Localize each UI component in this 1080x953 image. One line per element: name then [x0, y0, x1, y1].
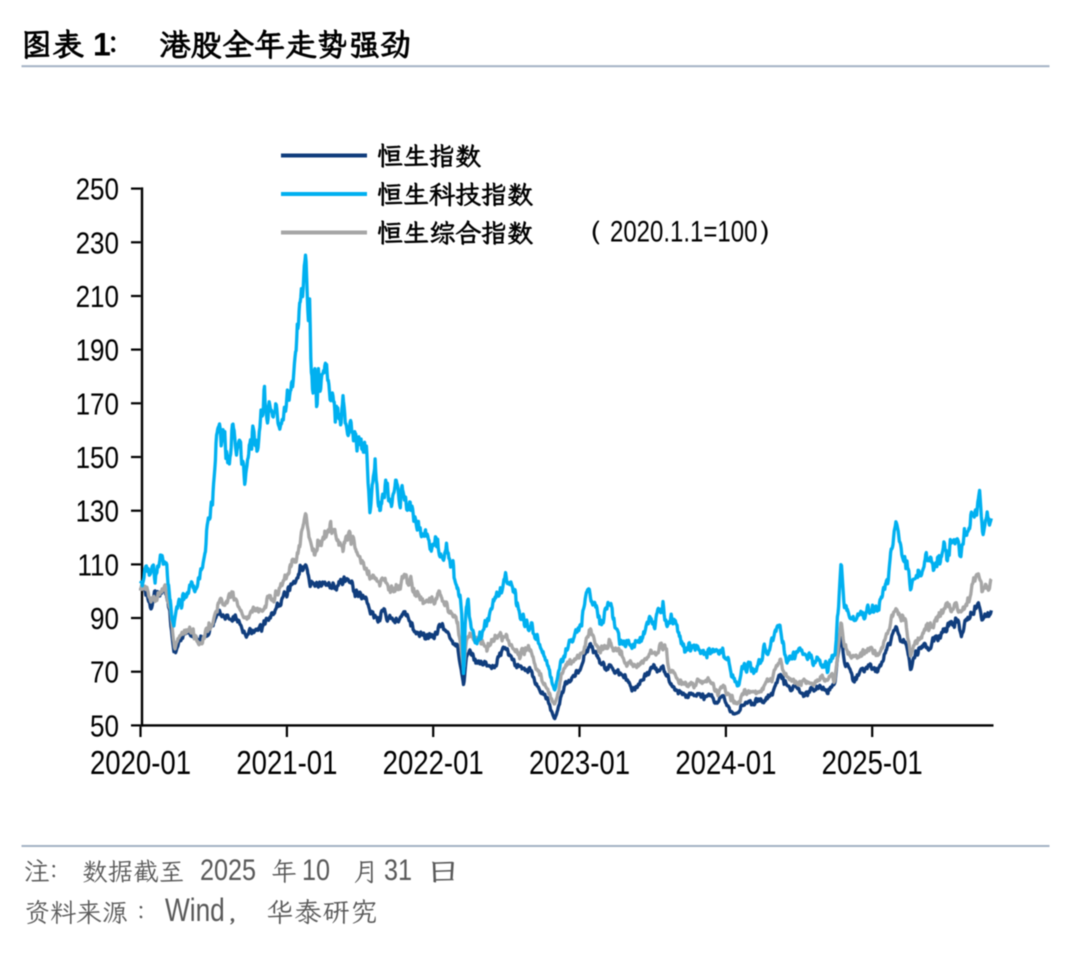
svg-text:250: 250: [76, 173, 119, 208]
svg-text:10: 10: [302, 853, 330, 887]
svg-text:170: 170: [76, 387, 119, 422]
svg-text:2024-01: 2024-01: [675, 745, 776, 782]
svg-text:2025: 2025: [200, 853, 256, 887]
svg-text:2022-01: 2022-01: [383, 745, 484, 782]
svg-text:150: 150: [76, 441, 119, 476]
svg-text:31: 31: [384, 853, 412, 887]
svg-text:110: 110: [77, 548, 119, 583]
svg-text:Wind: Wind: [165, 894, 225, 929]
svg-text:70: 70: [90, 656, 119, 691]
svg-text:1: 1: [93, 27, 111, 63]
svg-text:2020-01: 2020-01: [90, 745, 191, 782]
svg-text:190: 190: [76, 334, 119, 369]
svg-text:230: 230: [76, 226, 119, 261]
svg-text:2021-01: 2021-01: [236, 745, 337, 782]
svg-text:2025-01: 2025-01: [822, 745, 923, 782]
svg-text:2023-01: 2023-01: [529, 745, 630, 782]
svg-text:90: 90: [90, 602, 119, 637]
svg-text:50: 50: [90, 709, 119, 744]
svg-text:2020.1.1=100: 2020.1.1=100: [610, 214, 757, 248]
svg-text:130: 130: [76, 495, 119, 530]
svg-text:210: 210: [76, 280, 119, 315]
